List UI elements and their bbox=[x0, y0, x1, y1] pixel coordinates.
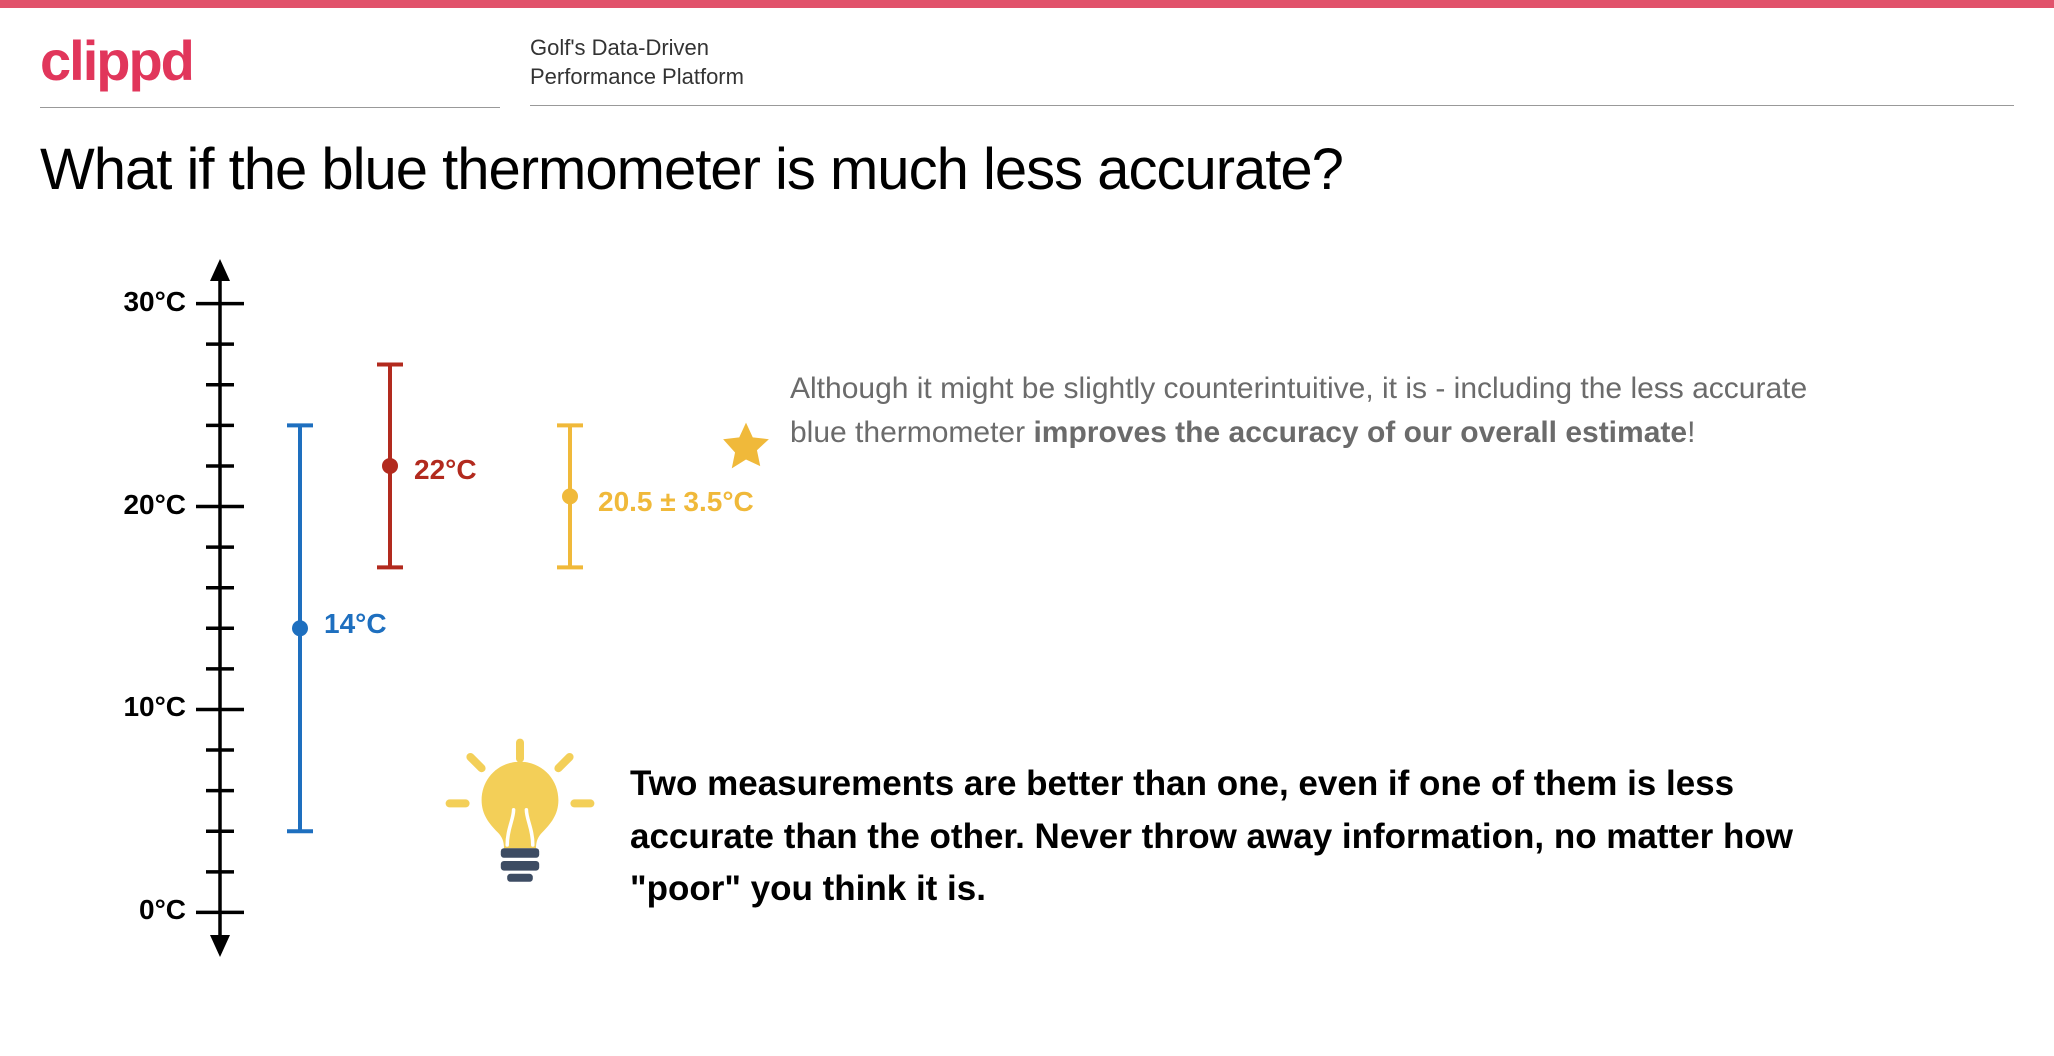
annotation-post: ! bbox=[1687, 416, 1695, 449]
logo-container: clippd bbox=[40, 28, 500, 108]
content-area: 0°C 10°C 20°C 30°C 14°C 22°C 20.5 ± 3.5°C Alth… bbox=[0, 203, 2054, 973]
top-accent-bar bbox=[0, 0, 2054, 8]
page-title: What if the blue thermometer is much les… bbox=[0, 108, 2054, 203]
lightbulb-icon bbox=[440, 733, 600, 898]
series-label-red: 22°C bbox=[414, 454, 477, 486]
logo-text: clippd bbox=[40, 28, 500, 93]
annotation-bold: improves the accuracy of our overall est… bbox=[1033, 416, 1687, 449]
axis-tick-label: 20°C bbox=[86, 489, 186, 521]
star-icon bbox=[718, 418, 774, 479]
conclusion-text: Two measurements are better than one, ev… bbox=[630, 758, 1880, 916]
header: clippd Golf's Data-Driven Performance Pl… bbox=[0, 8, 2054, 108]
subtitle-container: Golf's Data-Driven Performance Platform bbox=[530, 28, 2014, 106]
axis-tick-label: 30°C bbox=[86, 286, 186, 318]
annotation-text: Although it might be slightly counterint… bbox=[790, 367, 1850, 454]
subtitle-text: Golf's Data-Driven Performance Platform bbox=[530, 34, 2014, 91]
series-label-blue: 14°C bbox=[324, 608, 387, 640]
series-label-combined: 20.5 ± 3.5°C bbox=[598, 486, 754, 518]
axis-tick-label: 10°C bbox=[86, 691, 186, 723]
axis-tick-label: 0°C bbox=[86, 894, 186, 926]
